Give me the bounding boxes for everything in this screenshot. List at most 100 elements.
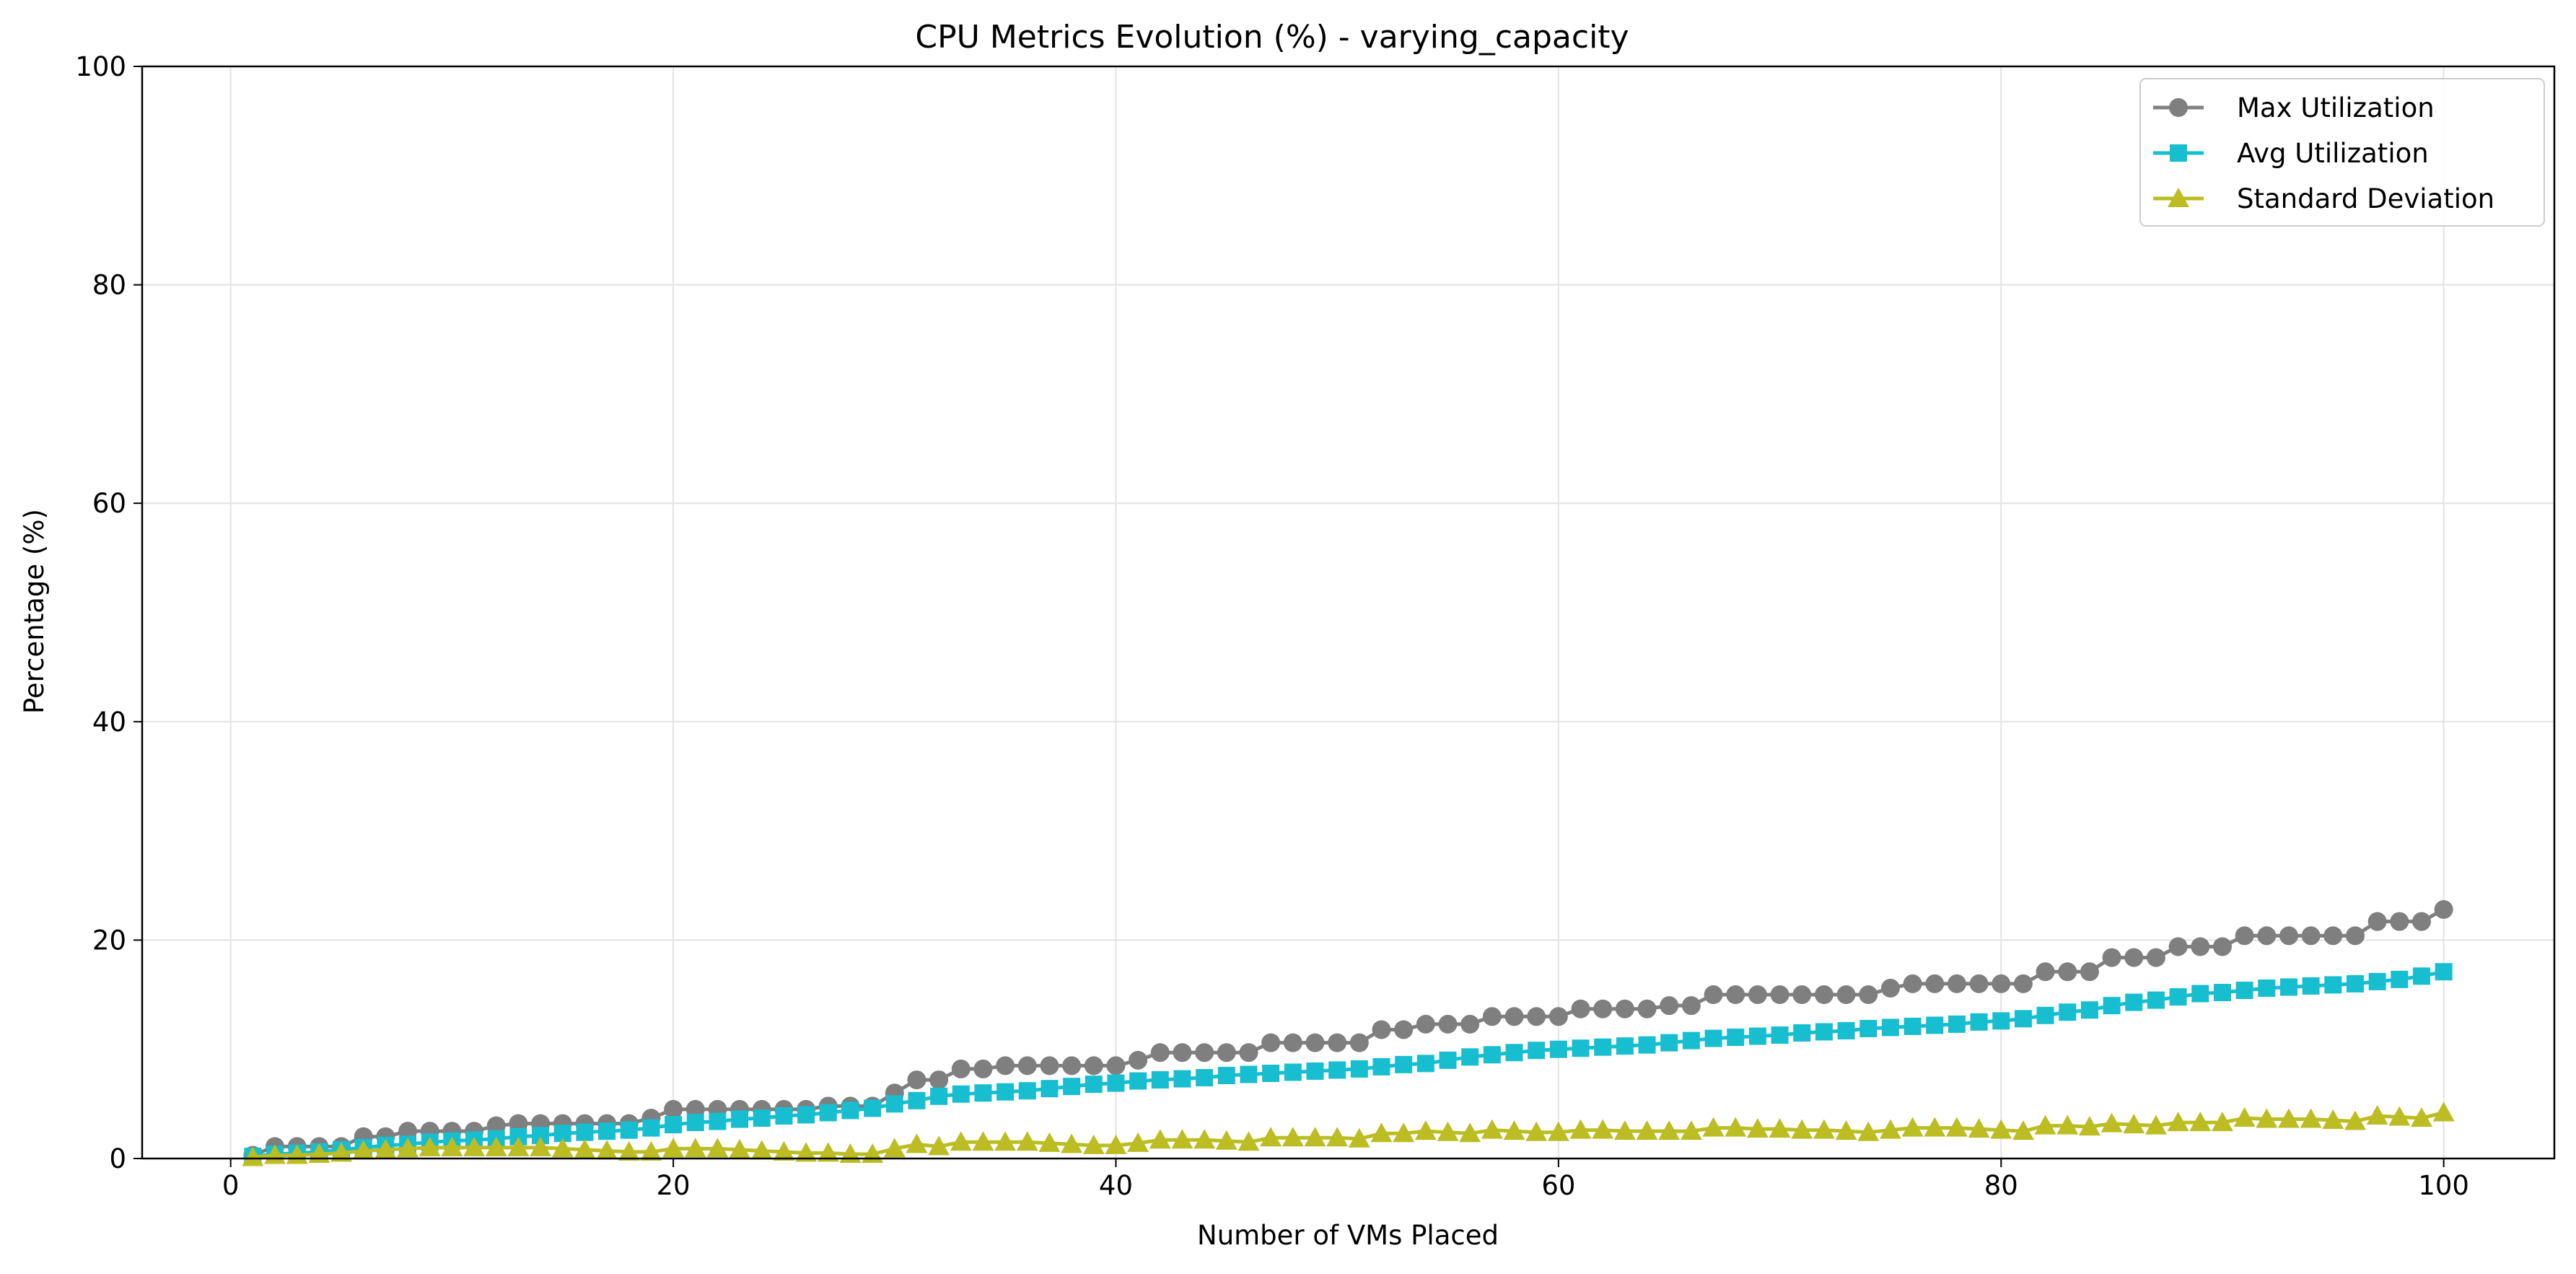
legend-marker bbox=[2170, 144, 2187, 162]
data-point bbox=[1460, 1014, 1480, 1034]
y-tick-label: 40 bbox=[92, 707, 126, 738]
data-point bbox=[1704, 985, 1723, 1005]
data-point bbox=[2102, 948, 2121, 967]
data-point bbox=[1660, 1034, 1678, 1052]
data-point bbox=[1992, 974, 2011, 993]
data-point bbox=[242, 1146, 264, 1166]
data-point bbox=[1924, 1117, 1946, 1137]
data-point bbox=[1171, 1129, 1193, 1149]
data-point bbox=[1438, 1014, 1458, 1034]
data-point bbox=[662, 1138, 685, 1158]
data-point bbox=[1082, 1134, 1105, 1154]
data-point bbox=[352, 1140, 374, 1160]
data-point bbox=[2432, 1101, 2455, 1122]
data-point bbox=[1062, 1056, 1082, 1076]
data-point bbox=[1615, 999, 1634, 1018]
data-point bbox=[1196, 1069, 1214, 1087]
data-point bbox=[2167, 1112, 2189, 1132]
x-tick-label: 40 bbox=[1099, 1170, 1133, 1201]
legend-marker bbox=[2168, 188, 2189, 207]
data-point bbox=[1217, 1067, 1235, 1085]
data-point bbox=[1969, 974, 1989, 993]
data-point bbox=[551, 1138, 574, 1158]
series-standard-deviation bbox=[242, 1101, 2455, 1166]
data-point bbox=[642, 1119, 660, 1137]
data-point bbox=[1947, 974, 1966, 993]
y-tick-label: 100 bbox=[75, 51, 126, 82]
data-point bbox=[2123, 1114, 2145, 1134]
data-point bbox=[929, 1070, 949, 1090]
data-point bbox=[1569, 1119, 1592, 1139]
data-point bbox=[1084, 1056, 1103, 1076]
data-point bbox=[1704, 1029, 1722, 1047]
data-point bbox=[1483, 1046, 1501, 1064]
data-point bbox=[1437, 1121, 1459, 1141]
data-point bbox=[1682, 1031, 1700, 1050]
data-point bbox=[994, 1131, 1017, 1151]
data-point bbox=[950, 1131, 972, 1151]
data-point bbox=[1193, 1129, 1216, 1149]
data-point bbox=[1792, 985, 1812, 1005]
data-point bbox=[885, 1095, 903, 1113]
data-point bbox=[2211, 1112, 2233, 1132]
data-point bbox=[2168, 937, 2188, 956]
data-point bbox=[1968, 1118, 1990, 1138]
data-point bbox=[2058, 962, 2077, 982]
data-point bbox=[1746, 1118, 1769, 1138]
data-point bbox=[1240, 1065, 1258, 1083]
data-point bbox=[1528, 1042, 1546, 1060]
data-point bbox=[2080, 1001, 2098, 1019]
data-point bbox=[974, 1084, 992, 1102]
data-point bbox=[2036, 962, 2055, 982]
data-point bbox=[2191, 937, 2210, 956]
data-point bbox=[2324, 976, 2342, 994]
y-tick-label: 20 bbox=[92, 925, 126, 956]
data-point bbox=[2100, 1112, 2123, 1133]
data-point bbox=[2078, 1116, 2100, 1136]
data-point bbox=[1548, 1007, 1568, 1026]
data-point bbox=[1304, 1127, 1326, 1147]
data-point bbox=[2034, 1114, 2056, 1135]
x-tick-label: 0 bbox=[222, 1170, 240, 1201]
data-point bbox=[2013, 974, 2033, 993]
data-point bbox=[1945, 1117, 1968, 1137]
data-point bbox=[1658, 1120, 1681, 1140]
data-point bbox=[1018, 1082, 1036, 1100]
data-point bbox=[1282, 1127, 1304, 1147]
legend-entry: Max Utilization bbox=[2153, 92, 2435, 123]
x-axis-label: Number of VMs Placed bbox=[1197, 1220, 1499, 1251]
data-point bbox=[1217, 1043, 1236, 1063]
data-point bbox=[1372, 1020, 1391, 1039]
data-point bbox=[2014, 1010, 2032, 1028]
data-point bbox=[2103, 997, 2121, 1015]
data-point bbox=[596, 1140, 618, 1160]
data-point bbox=[1127, 1132, 1149, 1152]
y-tick-label: 80 bbox=[92, 270, 126, 301]
data-point bbox=[2301, 926, 2321, 946]
data-point bbox=[1681, 996, 1701, 1016]
data-point bbox=[841, 1101, 859, 1120]
data-point bbox=[1990, 1119, 2012, 1139]
data-point bbox=[1881, 1018, 1899, 1037]
data-point bbox=[618, 1140, 640, 1161]
y-tick-label: 60 bbox=[92, 488, 126, 519]
data-point bbox=[1547, 1121, 1569, 1141]
data-point bbox=[1637, 999, 1657, 1018]
data-point bbox=[664, 1099, 683, 1119]
data-point bbox=[1813, 1119, 1835, 1139]
data-point bbox=[864, 1099, 882, 1117]
data-point bbox=[374, 1138, 397, 1159]
data-point bbox=[2169, 988, 2187, 1006]
data-point bbox=[1393, 1122, 1415, 1143]
data-point bbox=[530, 1136, 552, 1156]
data-point bbox=[1416, 1014, 1435, 1034]
data-point bbox=[684, 1138, 706, 1158]
data-point bbox=[2279, 926, 2298, 946]
data-point bbox=[1925, 974, 1945, 993]
data-point bbox=[686, 1114, 704, 1132]
data-point bbox=[1129, 1072, 1147, 1090]
plot-area-frame bbox=[141, 65, 2556, 1160]
data-point bbox=[2388, 1106, 2411, 1126]
data-point bbox=[2300, 1108, 2322, 1128]
data-point bbox=[819, 1104, 837, 1122]
